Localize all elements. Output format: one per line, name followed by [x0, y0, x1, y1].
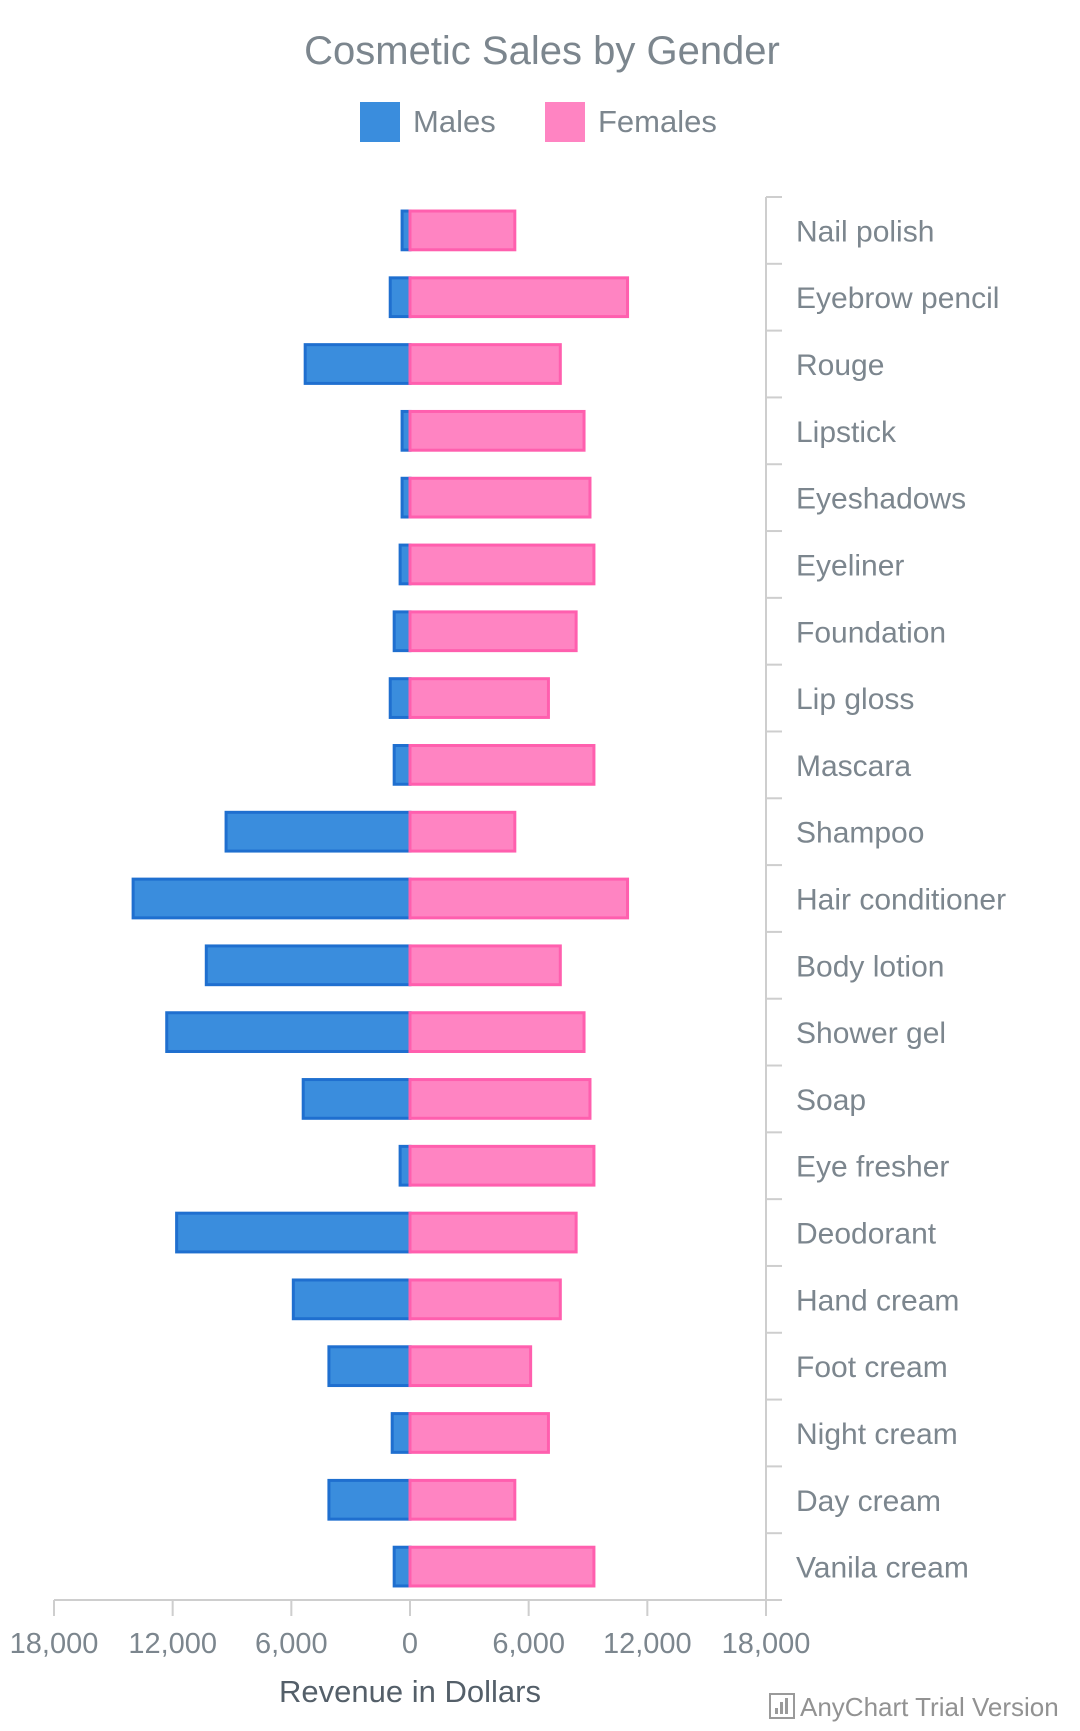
- bar-males[interactable]: [392, 1545, 412, 1588]
- category-label: Eyeliner: [796, 549, 904, 582]
- x-tick-label: 6,000: [492, 1628, 565, 1660]
- bar-males[interactable]: [327, 1345, 412, 1388]
- legend-label-males[interactable]: Males: [413, 104, 496, 139]
- bar-males[interactable]: [388, 276, 412, 319]
- credits-text: AnyChart Trial Version: [800, 1692, 1059, 1722]
- bar-females[interactable]: [408, 476, 592, 519]
- bar-males[interactable]: [392, 610, 412, 653]
- bar-females[interactable]: [408, 409, 586, 452]
- category-label: Eye fresher: [796, 1151, 949, 1184]
- category-label: Day cream: [796, 1485, 941, 1518]
- bar-males[interactable]: [388, 677, 412, 719]
- bar-females[interactable]: [408, 1412, 550, 1454]
- x-axis: 18,000 12,000 6,000 0 6,000 12,000 18,000: [10, 1599, 811, 1660]
- bar-females[interactable]: [408, 810, 517, 853]
- bar-females[interactable]: [408, 1211, 578, 1254]
- bar-females[interactable]: [408, 209, 517, 252]
- category-label: Rouge: [796, 349, 884, 382]
- category-label: Eyebrow pencil: [796, 282, 999, 315]
- chart-title: Cosmetic Sales by Gender: [304, 29, 780, 73]
- legend-swatch-females: [545, 102, 585, 142]
- bar-females[interactable]: [408, 276, 630, 319]
- category-label: Foundation: [796, 616, 946, 649]
- legend-swatch-males: [360, 102, 400, 142]
- category-label: Vanila cream: [796, 1552, 969, 1585]
- x-tick-label: 18,000: [10, 1628, 99, 1660]
- x-tick-label: 18,000: [722, 1628, 811, 1660]
- bar-males[interactable]: [224, 810, 412, 853]
- category-label: Lip gloss: [796, 683, 914, 716]
- bar-males[interactable]: [165, 1011, 412, 1053]
- category-axis: Nail polish Eyebrow pencil Rouge Lipstick Ey…: [765, 196, 1006, 1601]
- bar-females[interactable]: [408, 744, 596, 786]
- bar-females[interactable]: [408, 1478, 517, 1521]
- bar-males[interactable]: [390, 1412, 412, 1454]
- credits[interactable]: AnyChart Trial Version: [769, 1692, 1059, 1722]
- x-tick-label: 0: [402, 1628, 418, 1660]
- bar-females[interactable]: [408, 343, 562, 385]
- x-tick-label: 12,000: [603, 1628, 692, 1660]
- bar-females[interactable]: [408, 677, 550, 719]
- bar-females[interactable]: [408, 1545, 596, 1588]
- bar-females[interactable]: [408, 877, 630, 920]
- x-axis-title: Revenue in Dollars: [279, 1674, 541, 1709]
- bars: [131, 209, 630, 1588]
- category-label: Deodorant: [796, 1218, 937, 1251]
- bar-males[interactable]: [291, 1278, 412, 1321]
- category-label: Shower gel: [796, 1017, 946, 1050]
- bar-males[interactable]: [301, 1078, 412, 1120]
- bar-males[interactable]: [131, 877, 412, 920]
- legend-label-females[interactable]: Females: [598, 104, 717, 139]
- bar-females[interactable]: [408, 944, 562, 987]
- category-label: Eyeshadows: [796, 483, 966, 516]
- category-label: Shampoo: [796, 817, 924, 850]
- x-tick-label: 12,000: [128, 1628, 217, 1660]
- bar-females[interactable]: [408, 610, 578, 653]
- category-label: Hair conditioner: [796, 884, 1006, 917]
- x-tick-label: 6,000: [255, 1628, 328, 1660]
- bar-females[interactable]: [408, 1345, 533, 1388]
- bar-females[interactable]: [408, 1144, 596, 1187]
- category-label: Mascara: [796, 750, 911, 783]
- bar-males[interactable]: [392, 744, 412, 786]
- bar-chart-icon: [769, 1693, 795, 1719]
- legend: Males Females: [360, 102, 717, 142]
- category-label: Foot cream: [796, 1351, 948, 1384]
- bar-females[interactable]: [408, 1078, 592, 1120]
- category-label: Night cream: [796, 1418, 958, 1451]
- category-label: Nail polish: [796, 215, 934, 248]
- category-label: Body lotion: [796, 950, 944, 983]
- bar-males[interactable]: [204, 944, 412, 987]
- category-label: Soap: [796, 1084, 866, 1117]
- bar-males[interactable]: [303, 343, 412, 385]
- bar-females[interactable]: [408, 1278, 562, 1321]
- bar-females[interactable]: [408, 543, 596, 586]
- category-label: Hand cream: [796, 1284, 959, 1317]
- category-label: Lipstick: [796, 416, 897, 449]
- bar-females[interactable]: [408, 1011, 586, 1053]
- bar-males[interactable]: [327, 1478, 412, 1521]
- bar-males[interactable]: [175, 1211, 412, 1254]
